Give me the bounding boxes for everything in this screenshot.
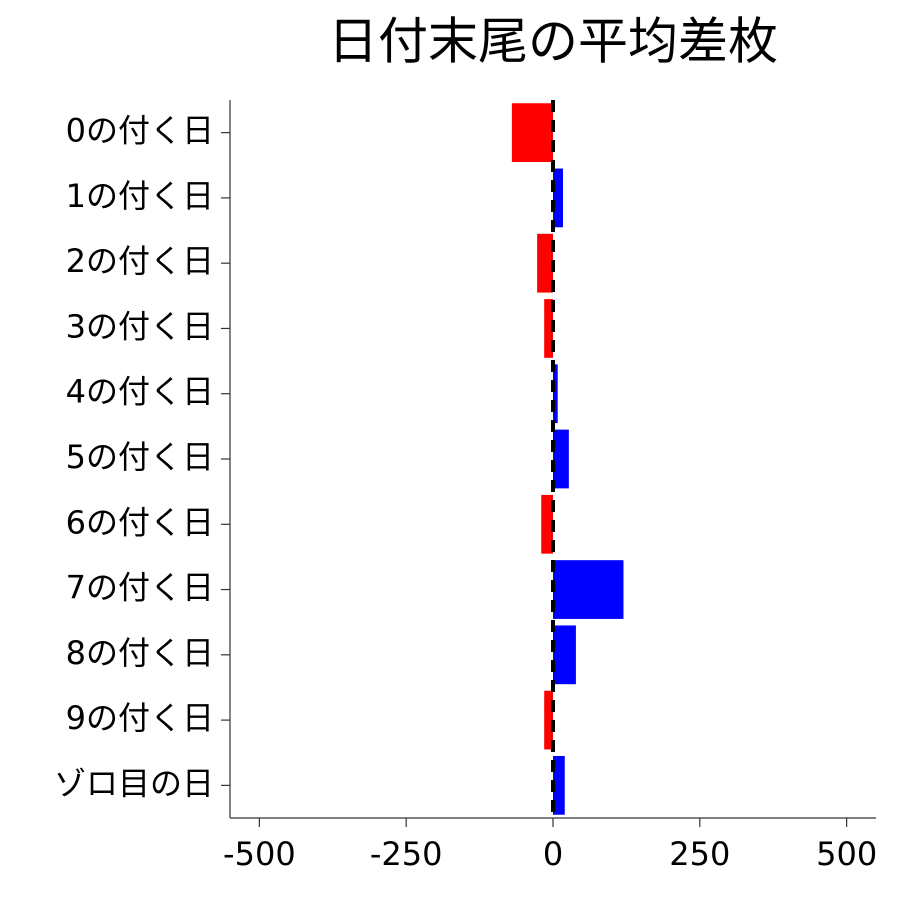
bar <box>541 494 553 554</box>
bar <box>553 168 563 228</box>
bar <box>544 690 553 750</box>
y-tick-label: 2の付く日 <box>66 242 214 280</box>
y-tick-label: 9の付く日 <box>66 699 214 737</box>
bar <box>537 233 553 293</box>
bar <box>553 560 624 619</box>
y-tick-label: 5の付く日 <box>66 438 214 476</box>
y-tick-label: 3の付く日 <box>66 307 214 345</box>
bar <box>553 755 565 815</box>
bar <box>553 364 558 424</box>
bar <box>511 103 553 163</box>
chart-title: 日付末尾の平均差枚 <box>328 13 778 71</box>
y-tick-label: ゾロ目の日 <box>54 764 214 802</box>
y-tick-label: 7の付く日 <box>66 569 214 607</box>
bar <box>553 429 569 489</box>
y-tick-label: 4の付く日 <box>66 373 214 411</box>
y-tick-label: 8の付く日 <box>66 634 214 672</box>
bar <box>553 625 576 685</box>
x-tick-label: -500 <box>223 835 296 873</box>
y-tick-label: 6の付く日 <box>66 503 214 541</box>
x-tick-label: 500 <box>816 835 877 873</box>
x-tick-label: -250 <box>370 835 443 873</box>
y-tick-label: 1の付く日 <box>66 177 214 215</box>
bar <box>544 299 553 358</box>
x-tick-label: 0 <box>543 835 563 873</box>
x-tick-label: 250 <box>669 835 730 873</box>
y-tick-label: 0の付く日 <box>66 112 214 150</box>
